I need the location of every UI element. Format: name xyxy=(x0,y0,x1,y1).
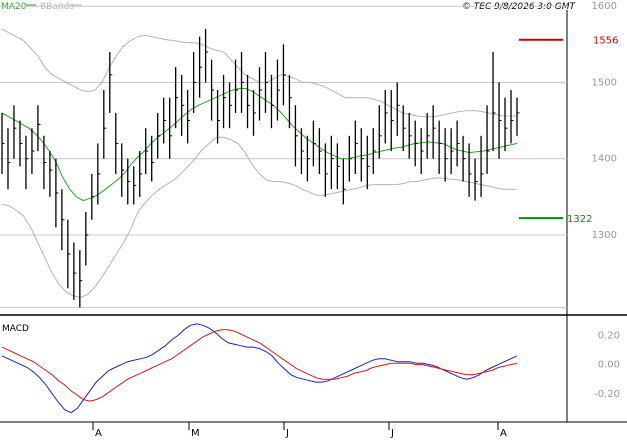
resistance-label: 1556 xyxy=(593,36,618,47)
macd-title: MACD xyxy=(2,324,29,334)
time-axis-label: J xyxy=(390,428,394,439)
macd-lines xyxy=(1,323,518,414)
support-label: 1322 xyxy=(567,214,592,225)
timestamp: © TEC 9/8/2026 3:0 GMT xyxy=(462,2,577,12)
ma20-legend-label: MA20 xyxy=(1,2,27,12)
macd-line xyxy=(1,323,518,414)
macd-tick-label: 0.00 xyxy=(598,360,620,371)
bbands-legend-label: BBands xyxy=(40,2,74,12)
price-axis-ticks: 1300 1400 1500 1600 xyxy=(592,1,617,241)
time-axis-label: A xyxy=(95,428,102,439)
price-tick-label: 1600 xyxy=(592,1,617,12)
macd-tick-label: 0.20 xyxy=(598,330,620,341)
time-axis-label: J xyxy=(285,428,289,439)
signal-line xyxy=(1,329,518,402)
price-bars xyxy=(1,29,520,308)
macd-tick-label: -0.20 xyxy=(594,389,620,400)
time-axis-label: A xyxy=(500,428,507,439)
macd-axis-ticks: 0.20 0.00 -0.20 xyxy=(594,330,620,399)
bband-lower-line xyxy=(1,136,517,299)
price-tick-label: 1400 xyxy=(592,154,617,165)
price-gridlines xyxy=(0,5,567,308)
price-levels: 1556 1322 xyxy=(519,36,618,225)
price-tick-label: 1500 xyxy=(592,77,617,88)
time-axis-label: M xyxy=(191,428,200,439)
price-tick-label: 1300 xyxy=(592,230,617,241)
